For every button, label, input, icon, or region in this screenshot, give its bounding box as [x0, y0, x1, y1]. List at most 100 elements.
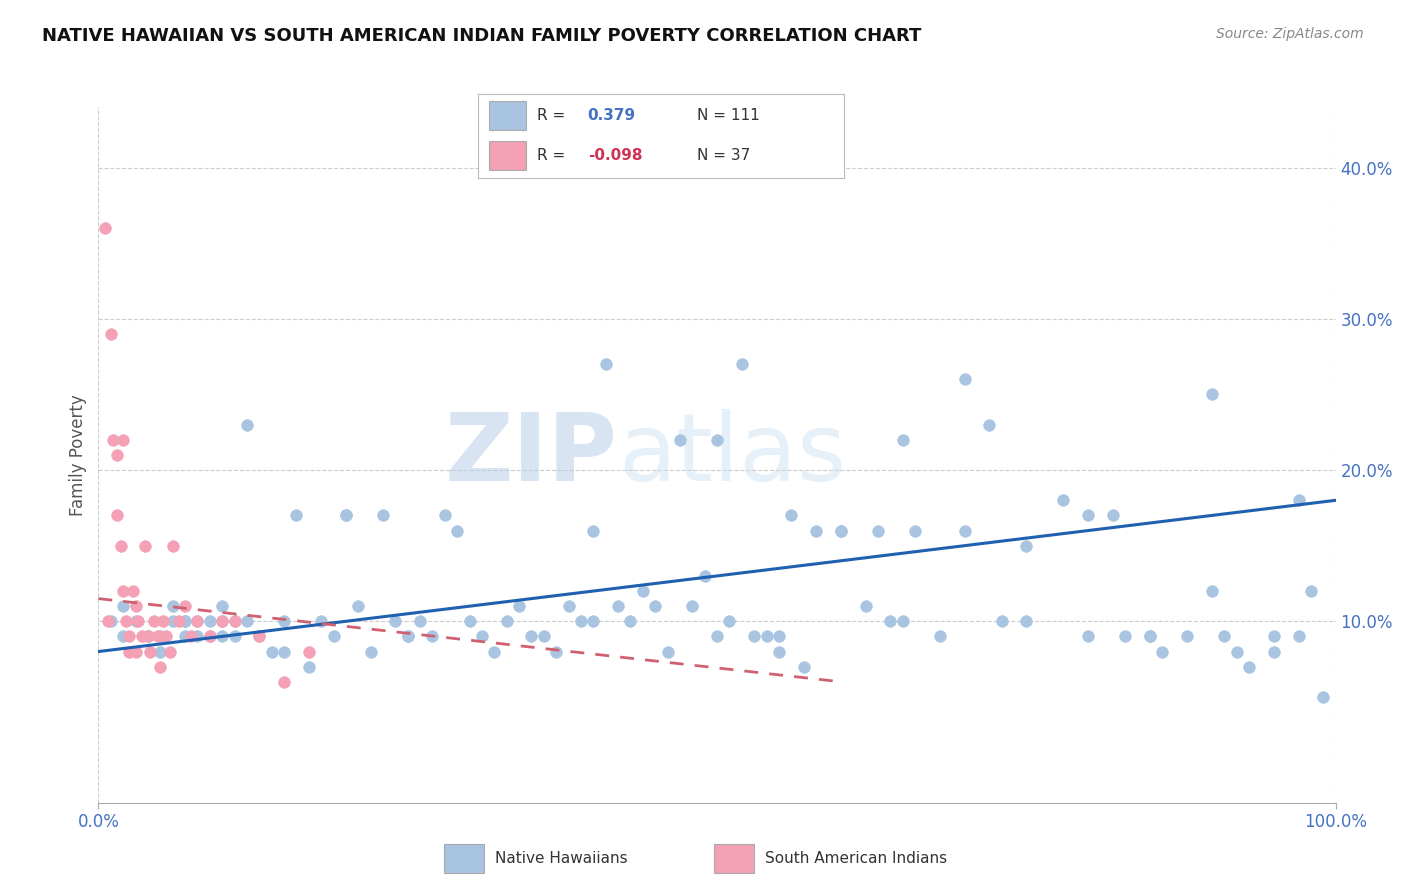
FancyBboxPatch shape	[489, 102, 526, 130]
Point	[149, 659, 172, 673]
Point	[146, 629, 169, 643]
Point	[273, 615, 295, 629]
Point	[1263, 644, 1285, 658]
Point	[582, 615, 605, 629]
Point	[174, 615, 197, 629]
Point	[706, 629, 728, 643]
Point	[1263, 629, 1285, 643]
Point	[718, 615, 741, 629]
Point	[433, 508, 456, 523]
Point	[211, 615, 233, 629]
Point	[879, 615, 901, 629]
Point	[1201, 584, 1223, 599]
Point	[167, 615, 190, 629]
Point	[396, 629, 419, 643]
Point	[198, 629, 221, 643]
Point	[186, 629, 208, 643]
Point	[731, 357, 754, 371]
Point	[1175, 629, 1198, 643]
Point	[569, 615, 592, 629]
Point	[112, 599, 135, 614]
Point	[335, 508, 357, 523]
Point	[396, 629, 419, 643]
Point	[236, 417, 259, 432]
Text: atlas: atlas	[619, 409, 846, 501]
Point	[830, 524, 852, 538]
Point	[224, 629, 246, 643]
Point	[546, 644, 568, 658]
Point	[198, 629, 221, 643]
Point	[990, 615, 1012, 629]
Point	[322, 629, 344, 643]
Point	[105, 508, 128, 523]
Point	[793, 659, 815, 673]
Point	[657, 644, 679, 658]
Point	[124, 599, 146, 614]
Point	[371, 508, 394, 523]
Text: ZIP: ZIP	[446, 409, 619, 501]
Text: South American Indians: South American Indians	[765, 851, 948, 866]
Point	[112, 584, 135, 599]
Point	[247, 629, 270, 643]
Point	[409, 615, 432, 629]
Point	[360, 644, 382, 658]
Point	[780, 508, 803, 523]
Point	[335, 508, 357, 523]
FancyBboxPatch shape	[489, 141, 526, 169]
Point	[159, 644, 181, 658]
Point	[139, 644, 162, 658]
Point	[928, 629, 950, 643]
Point	[298, 659, 321, 673]
Point	[904, 524, 927, 538]
Point	[1201, 387, 1223, 401]
Point	[174, 629, 197, 643]
Point	[693, 569, 716, 583]
Point	[557, 599, 579, 614]
Text: N = 37: N = 37	[697, 148, 751, 163]
Point	[149, 644, 172, 658]
Point	[1077, 629, 1099, 643]
Point	[236, 615, 259, 629]
Point	[508, 599, 530, 614]
Point	[1015, 615, 1038, 629]
Point	[118, 629, 141, 643]
Point	[186, 615, 208, 629]
Point	[211, 629, 233, 643]
Point	[891, 433, 914, 447]
Point	[1213, 629, 1236, 643]
Point	[152, 615, 174, 629]
Point	[247, 629, 270, 643]
Point	[124, 644, 146, 658]
Text: Source: ZipAtlas.com: Source: ZipAtlas.com	[1216, 27, 1364, 41]
Point	[127, 615, 149, 629]
Point	[471, 629, 494, 643]
Point	[495, 615, 517, 629]
Point	[347, 599, 370, 614]
Point	[953, 524, 976, 538]
Point	[162, 615, 184, 629]
Point	[211, 599, 233, 614]
Point	[273, 674, 295, 689]
Y-axis label: Family Poverty: Family Poverty	[69, 394, 87, 516]
Point	[458, 615, 481, 629]
Point	[134, 539, 156, 553]
Point	[136, 629, 159, 643]
Point	[162, 599, 184, 614]
Point	[631, 584, 654, 599]
Text: NATIVE HAWAIIAN VS SOUTH AMERICAN INDIAN FAMILY POVERTY CORRELATION CHART: NATIVE HAWAIIAN VS SOUTH AMERICAN INDIAN…	[42, 27, 921, 45]
Point	[198, 615, 221, 629]
Point	[768, 629, 790, 643]
Text: N = 111: N = 111	[697, 108, 761, 123]
Point	[174, 599, 197, 614]
Text: R =: R =	[537, 148, 565, 163]
Point	[136, 629, 159, 643]
Point	[582, 524, 605, 538]
Point	[155, 629, 177, 643]
Point	[484, 644, 506, 658]
Point	[422, 629, 444, 643]
Point	[1052, 493, 1074, 508]
Point	[100, 615, 122, 629]
FancyBboxPatch shape	[714, 844, 754, 873]
Point	[114, 615, 136, 629]
Point	[93, 221, 115, 235]
